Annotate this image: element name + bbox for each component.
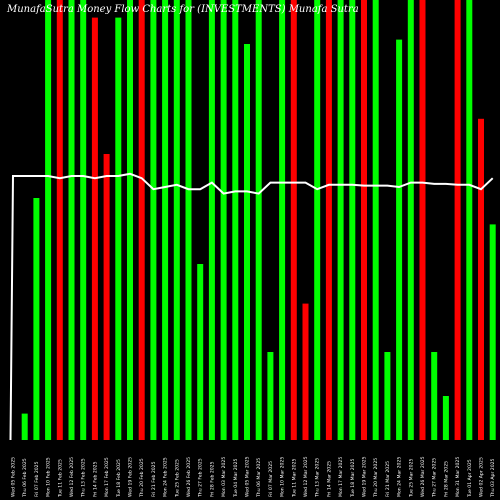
bar-30 <box>361 0 367 440</box>
bar-39 <box>466 0 473 440</box>
bar-7 <box>91 17 98 440</box>
x-tick-label-9: Tue 18 Feb 2025 <box>116 459 122 498</box>
x-tick-label-20: Wed 05 Mar 2025 <box>245 456 251 497</box>
x-tick-label-15: Wed 26 Feb 2025 <box>186 457 192 497</box>
x-tick-label-18: Mon 03 Mar 2025 <box>221 457 227 497</box>
bar-6 <box>80 0 87 440</box>
x-tick-label-4: Tue 11 Feb 2025 <box>57 459 63 498</box>
bar-40 <box>478 118 484 441</box>
x-tick-label-17: Fri 28 Feb 2025 <box>209 461 215 497</box>
bar-34 <box>407 0 414 440</box>
x-tick-label-25: Wed 12 Mar 2025 <box>303 456 309 497</box>
x-tick-label-6: Thu 13 Feb 2025 <box>81 458 87 498</box>
x-tick-label-39: Tue 01 Apr 2025 <box>467 459 473 498</box>
bar-series <box>21 0 496 441</box>
bar-17 <box>208 0 215 440</box>
x-tick-label-0: Wed 05 Feb 2025 <box>11 457 17 497</box>
bar-26 <box>314 0 321 440</box>
x-tick-label-10: Wed 19 Feb 2025 <box>128 457 134 497</box>
x-tick-label-7: Fri 14 Feb 2025 <box>92 461 98 497</box>
x-tick-label-33: Mon 24 Mar 2025 <box>397 457 403 497</box>
bar-5 <box>68 0 75 440</box>
bar-21 <box>255 0 262 440</box>
x-tick-label-8: Mon 17 Feb 2025 <box>104 457 110 497</box>
bar-36 <box>431 352 438 440</box>
bar-13 <box>162 0 169 440</box>
bar-19 <box>232 0 239 440</box>
x-tick-label-34: Tue 25 Mar 2025 <box>408 458 414 498</box>
x-tick-label-1: Thu 06 Feb 2025 <box>22 458 28 498</box>
x-tick-label-23: Mon 10 Mar 2025 <box>280 457 286 497</box>
bar-33 <box>396 39 403 440</box>
x-tick-label-13: Mon 24 Feb 2025 <box>163 457 169 497</box>
x-tick-label-24: Tue 11 Mar 2025 <box>291 458 297 498</box>
x-tick-label-12: Fri 21 Feb 2025 <box>151 461 157 497</box>
bar-24 <box>290 0 297 440</box>
bar-37 <box>442 396 449 440</box>
x-tick-label-29: Tue 18 Mar 2025 <box>350 458 356 498</box>
bar-20 <box>244 44 250 440</box>
x-tick-label-19: Tue 04 Mar 2025 <box>233 458 239 498</box>
bar-18 <box>220 0 227 440</box>
bar-31 <box>372 0 379 440</box>
x-tick-label-37: Fri 28 Mar 2025 <box>443 461 449 497</box>
bar-1 <box>21 413 28 440</box>
x-tick-label-38: Mon 31 Mar 2025 <box>455 457 461 497</box>
x-tick-label-5: Wed 12 Feb 2025 <box>69 457 75 497</box>
x-tick-label-35: Wed 26 Mar 2025 <box>420 456 426 497</box>
x-tick-label-26: Thu 13 Mar 2025 <box>315 458 321 498</box>
x-tick-label-30: Wed 19 Mar 2025 <box>362 456 368 497</box>
x-tick-label-32: Fri 21 Mar 2025 <box>385 461 391 497</box>
bar-23 <box>279 0 286 440</box>
bar-8 <box>103 154 110 440</box>
bar-2 <box>33 198 40 440</box>
x-tick-label-27: Fri 14 Mar 2025 <box>326 461 332 497</box>
x-tick-label-28: Mon 17 Mar 2025 <box>338 457 344 497</box>
x-tick-label-16: Thu 27 Feb 2025 <box>198 458 204 498</box>
bar-14 <box>173 0 180 440</box>
x-tick-label-40: Wed 02 Apr 2025 <box>479 457 485 497</box>
bar-32 <box>384 352 391 440</box>
money-flow-line <box>9 172 494 441</box>
bar-28 <box>337 0 344 440</box>
x-tick-label-11: Thu 20 Feb 2025 <box>139 458 145 498</box>
x-tick-label-21: Thu 06 Mar 2025 <box>256 458 262 498</box>
bar-12 <box>150 0 157 440</box>
bar-16 <box>197 264 204 440</box>
bar-4 <box>56 0 63 440</box>
bar-41 <box>489 224 496 440</box>
bar-9 <box>115 17 122 440</box>
bar-29 <box>349 0 356 440</box>
bar-10 <box>127 0 133 440</box>
x-tick-label-3: Mon 10 Feb 2025 <box>46 457 52 497</box>
bar-11 <box>138 0 145 440</box>
x-tick-label-14: Tue 25 Feb 2025 <box>174 459 180 498</box>
bar-3 <box>45 0 52 440</box>
bar-27 <box>325 0 332 440</box>
x-tick-label-31: Thu 20 Mar 2025 <box>373 458 379 498</box>
x-tick-label-22: Fri 07 Mar 2025 <box>268 461 274 497</box>
bar-15 <box>185 0 192 440</box>
chart-title: MunafaSutra Money Flow Charts for (INVES… <box>6 4 359 15</box>
x-tick-label-36: Thu 27 Mar 2025 <box>432 458 438 498</box>
bar-25 <box>302 303 309 440</box>
bar-35 <box>419 0 426 440</box>
x-tick-label-2: Fri 07 Feb 2025 <box>34 461 40 497</box>
bar-38 <box>454 0 461 440</box>
x-tick-labels: Wed 05 Feb 2025 Thu 06 Feb 2025 Fri 07 Feb… <box>11 456 497 498</box>
x-tick-label-41: Thu 03 Apr 2025 <box>490 458 496 498</box>
bar-22 <box>267 352 274 440</box>
